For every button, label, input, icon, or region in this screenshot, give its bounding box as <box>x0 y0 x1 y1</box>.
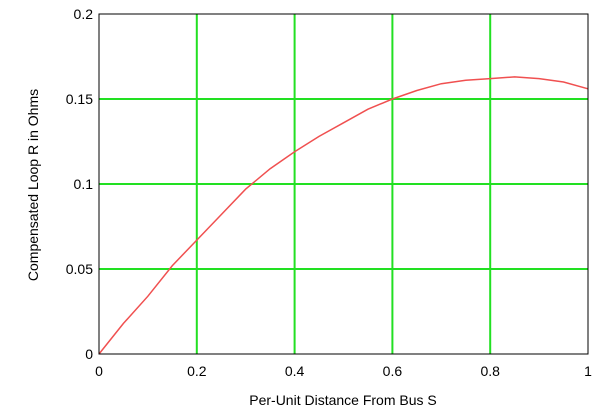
y-tick-label: 0.1 <box>74 176 94 192</box>
y-tick-label: 0 <box>85 346 93 362</box>
x-tick-label: 0 <box>95 363 103 379</box>
x-tick-label: 0.8 <box>480 363 500 379</box>
y-tick-label: 0.05 <box>66 261 93 277</box>
x-axis-label: Per-Unit Distance From Bus S <box>249 392 437 408</box>
y-tick-label: 0.15 <box>66 91 93 107</box>
y-axis-ticks: 0 0.05 0.1 0.15 0.2 <box>66 6 93 362</box>
y-tick-label: 0.2 <box>74 6 94 22</box>
series-layer <box>98 76 589 355</box>
x-tick-label: 0.2 <box>187 363 207 379</box>
x-tick-label: 0.4 <box>285 363 305 379</box>
y-axis-label: Compensated Loop R in Ohms <box>25 89 41 281</box>
series-line <box>98 76 589 355</box>
x-tick-label: 1 <box>584 363 592 379</box>
x-tick-label: 0.6 <box>383 363 403 379</box>
grid <box>99 14 588 354</box>
x-axis-ticks: 0 0.2 0.4 0.6 0.8 1 <box>95 363 592 379</box>
plot-frame <box>98 13 589 355</box>
